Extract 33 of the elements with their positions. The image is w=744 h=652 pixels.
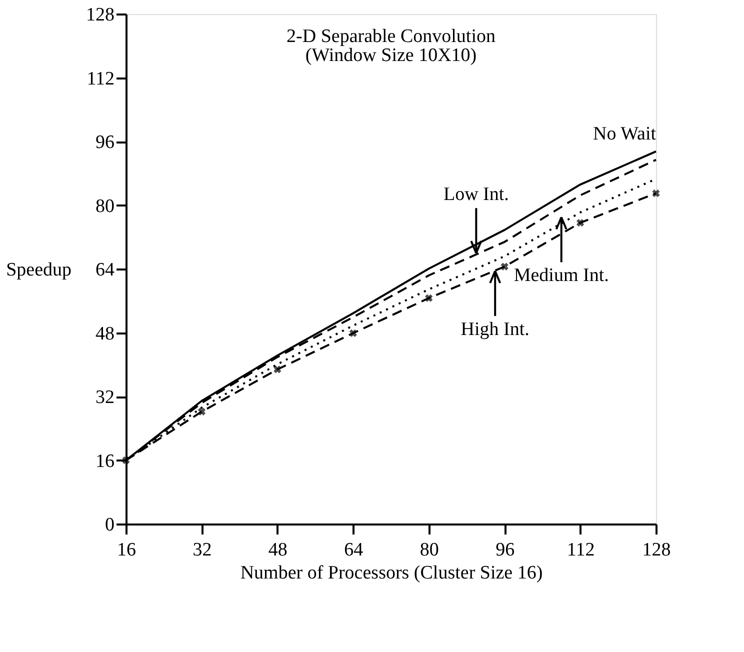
- annotation: Medium Int.: [514, 265, 609, 286]
- y-tick-label: 128: [86, 4, 114, 26]
- x-tick-label: 32: [192, 540, 212, 560]
- x-tick-label: 48: [268, 540, 288, 560]
- y-tick-label: 112: [86, 68, 114, 90]
- point: [274, 366, 282, 374]
- y-tick-label: 48: [96, 323, 114, 344]
- y-tick-label: 80: [96, 196, 114, 217]
- point: [500, 262, 508, 270]
- x-tick-label: 96: [496, 540, 515, 560]
- y-tick-label: 96: [96, 132, 114, 153]
- x-tick-label: 112: [566, 540, 595, 560]
- y-tick-label: 0: [105, 514, 114, 536]
- point: [122, 456, 130, 464]
- x-tick-label: 64: [344, 540, 364, 560]
- y-tick-label: 32: [96, 387, 114, 408]
- x-tick-label: 128: [642, 540, 671, 560]
- text: 2-D Separable Convolution: [286, 26, 496, 47]
- x-tick-label: 80: [420, 540, 439, 560]
- y-tick-label: 64: [96, 260, 115, 280]
- point: [198, 408, 206, 416]
- annotation: High Int.: [460, 318, 530, 340]
- y-axis-title: Speedup: [6, 260, 72, 280]
- annotation: No Wait: [592, 123, 657, 144]
- point: [576, 218, 584, 227]
- x-axis-title: Number of Processors (Cluster Size 16): [240, 562, 543, 584]
- point: [652, 189, 660, 198]
- x-tick-label: 16: [117, 540, 136, 560]
- text: (Window Size 10X10): [305, 45, 477, 66]
- point: [425, 294, 433, 302]
- y-tick-label: 16: [96, 450, 114, 472]
- point: [349, 329, 357, 337]
- annotation: Low Int.: [443, 184, 509, 206]
